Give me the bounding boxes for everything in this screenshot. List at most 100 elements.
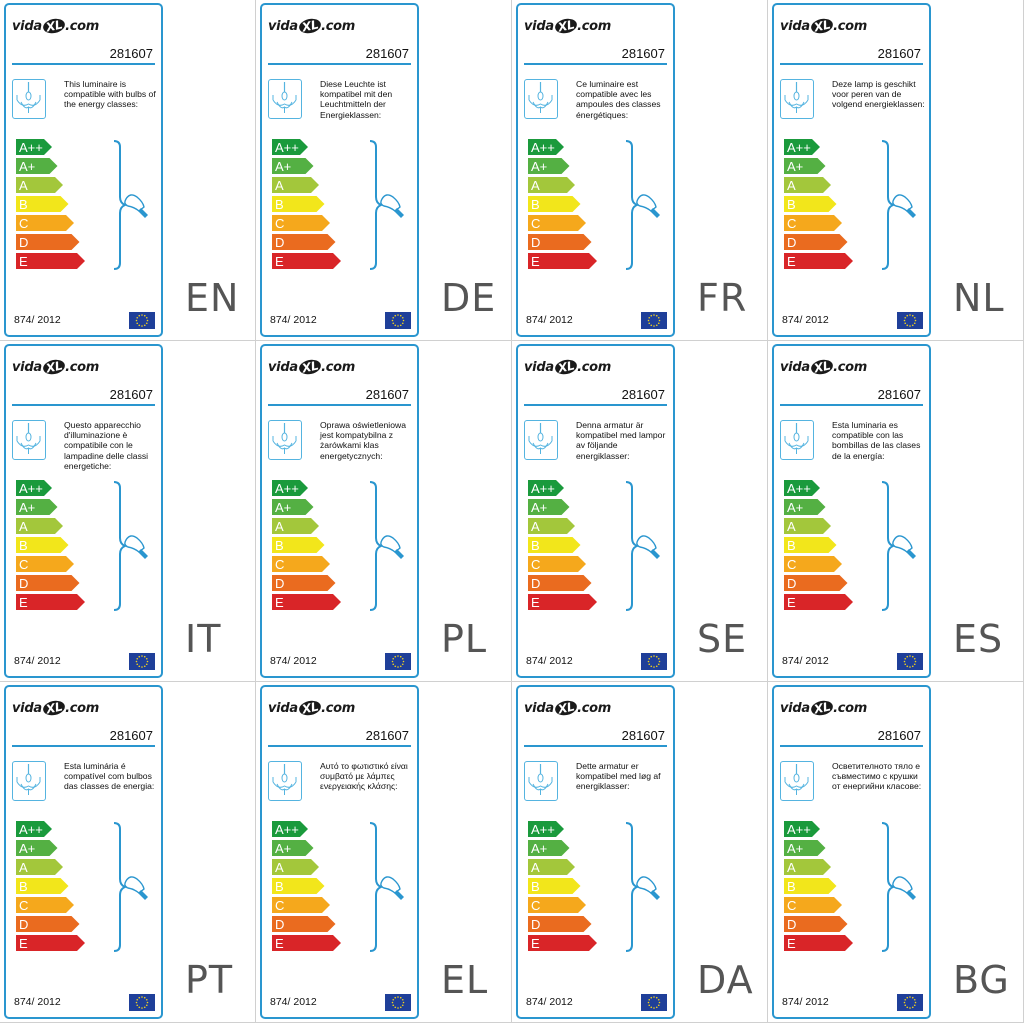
energy-class-arrow: D <box>528 234 592 250</box>
energy-class-label: D <box>275 235 284 250</box>
chandelier-icon <box>268 79 302 119</box>
brand-logo: vida XL .com <box>780 357 868 377</box>
energy-class-label: A+ <box>787 841 803 856</box>
brand-logo: vida XL .com <box>780 16 868 36</box>
model-number: 281607 <box>109 46 153 61</box>
model-number: 281607 <box>877 387 921 402</box>
energy-class-arrow: A+ <box>528 158 570 174</box>
energy-class-arrow: D <box>784 916 848 932</box>
energy-class-label: E <box>275 936 284 951</box>
chandelier-icon <box>524 79 558 119</box>
energy-class-arrow: A++ <box>16 480 52 496</box>
energy-class-arrow: A <box>16 177 63 193</box>
language-code: NL <box>953 276 1005 320</box>
energy-class-arrow: C <box>528 556 586 572</box>
header-divider <box>12 404 155 406</box>
energy-class-arrow: B <box>784 196 837 212</box>
energy-class-label: A++ <box>275 481 299 496</box>
compatibility-description: Esta luminaria es compatible con las bom… <box>832 420 921 461</box>
energy-class-arrow: A <box>528 177 575 193</box>
energy-class-label: B <box>787 197 796 212</box>
energy-class-arrow: C <box>528 215 586 231</box>
energy-class-label: A <box>275 519 284 534</box>
energy-class-arrow: B <box>528 878 581 894</box>
energy-class-arrow: C <box>784 556 842 572</box>
chandelier-icon <box>12 420 46 460</box>
compatibility-bracket <box>369 140 382 270</box>
label-cell-pl: vida XL .com 281607 Oprawa oświetleniowa jes… <box>256 341 512 682</box>
header-divider <box>780 404 923 406</box>
energy-class-label: B <box>275 197 284 212</box>
eu-flag-icon <box>129 653 155 670</box>
energy-class-label: E <box>275 254 284 269</box>
energy-class-label: A+ <box>19 159 35 174</box>
regulation-number: 874/ 2012 <box>526 314 573 326</box>
compatibility-description: Denna armatur är kompatibel med lampor a… <box>576 420 666 461</box>
compatibility-bracket <box>369 481 382 611</box>
language-code: BG <box>953 958 1010 1002</box>
brand-logo: vida XL .com <box>12 698 100 718</box>
energy-class-arrow: A <box>784 859 831 875</box>
energy-class-label: A++ <box>531 822 555 837</box>
energy-class-label: A+ <box>275 159 291 174</box>
compatibility-description: Oprawa oświetleniowa jest kompatybilna z… <box>320 420 406 461</box>
energy-class-arrow: A++ <box>784 480 820 496</box>
energy-class-label: D <box>787 576 796 591</box>
energy-class-label: D <box>275 576 284 591</box>
brand-logo: vida XL .com <box>268 357 356 377</box>
regulation-number: 874/ 2012 <box>14 996 61 1008</box>
energy-class-label: A <box>19 519 28 534</box>
energy-class-label: A++ <box>787 481 811 496</box>
eu-flag-icon <box>129 312 155 329</box>
energy-class-arrow: A <box>16 518 63 534</box>
energy-class-arrow: E <box>784 935 853 951</box>
brand-logo: vida XL .com <box>524 698 612 718</box>
energy-class-arrow: A++ <box>16 821 52 837</box>
eu-flag-icon <box>641 312 667 329</box>
compatibility-bracket <box>625 822 638 952</box>
model-number: 281607 <box>365 46 409 61</box>
energy-class-label: A <box>787 860 796 875</box>
energy-class-label: E <box>787 936 796 951</box>
energy-class-arrow: C <box>272 897 330 913</box>
label-cell-en: vida XL .com 281607 This luminaire is compat… <box>0 0 256 341</box>
light-bulb-icon <box>892 876 916 900</box>
energy-label-card: vida XL .com 281607 Dette armatur er kompati… <box>516 685 675 1019</box>
energy-class-arrow: B <box>272 537 325 553</box>
energy-class-arrow: D <box>272 916 336 932</box>
energy-class-arrow: A <box>784 177 831 193</box>
energy-class-arrow: D <box>16 575 80 591</box>
energy-class-arrow: E <box>16 253 85 269</box>
compatibility-description: Esta luminária é compatível com bulbos d… <box>64 761 155 792</box>
light-bulb-icon <box>380 194 404 218</box>
eu-flag-icon <box>385 994 411 1011</box>
regulation-number: 874/ 2012 <box>782 314 829 326</box>
regulation-number: 874/ 2012 <box>270 655 317 667</box>
energy-class-label: D <box>787 917 796 932</box>
light-bulb-icon <box>636 535 660 559</box>
energy-class-arrow: A+ <box>272 158 314 174</box>
energy-class-label: A+ <box>19 500 35 515</box>
model-number: 281607 <box>365 728 409 743</box>
header-divider <box>268 745 411 747</box>
energy-class-label: A <box>275 178 284 193</box>
energy-class-arrow: A++ <box>784 139 820 155</box>
energy-class-arrow: C <box>528 897 586 913</box>
chandelier-icon <box>780 79 814 119</box>
energy-label-card: vida XL .com 281607 Осветителното тяло е съв… <box>772 685 931 1019</box>
energy-class-label: E <box>531 595 540 610</box>
energy-class-label: A++ <box>19 822 43 837</box>
regulation-number: 874/ 2012 <box>782 996 829 1008</box>
model-number: 281607 <box>877 728 921 743</box>
energy-class-arrow: A <box>16 859 63 875</box>
compatibility-description: Questo apparecchio d'illuminazione è com… <box>64 420 149 471</box>
language-code: DE <box>441 276 497 320</box>
energy-class-label: D <box>787 235 796 250</box>
energy-class-label: E <box>531 936 540 951</box>
language-code: ES <box>953 617 1004 661</box>
model-number: 281607 <box>621 46 665 61</box>
